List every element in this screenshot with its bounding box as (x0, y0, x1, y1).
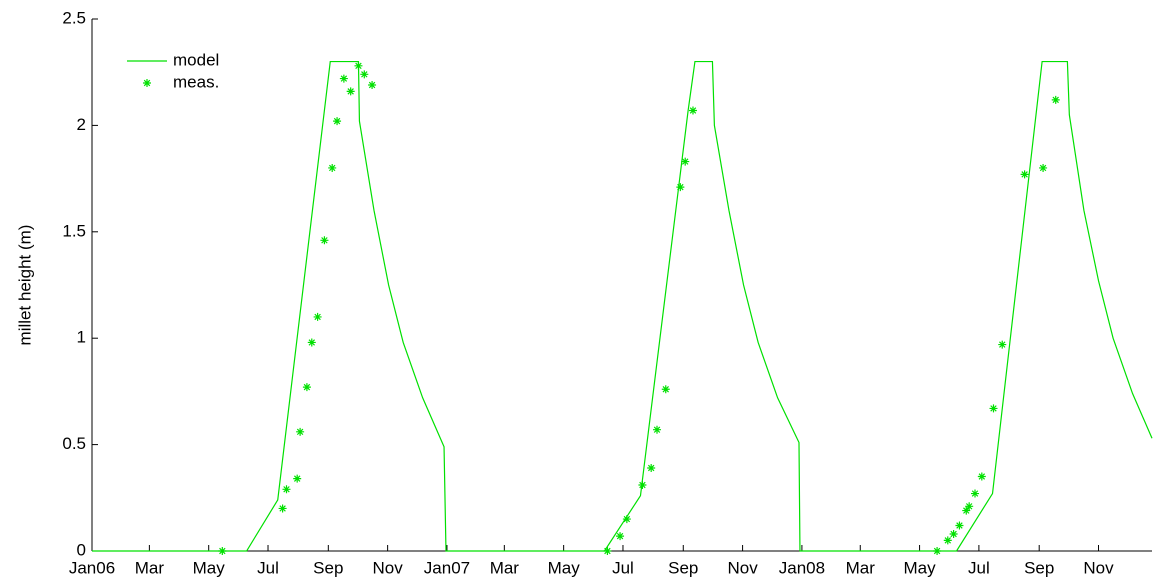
model-line (92, 60, 1153, 552)
marker (681, 157, 690, 166)
marker (1051, 95, 1060, 104)
x-tick-label: Jan07 (424, 558, 470, 577)
x-tick-label: Nov (373, 558, 404, 577)
x-tick-label: Mar (490, 558, 520, 577)
marker (949, 529, 958, 538)
marker (296, 427, 305, 436)
marker (346, 87, 355, 96)
marker (307, 338, 316, 347)
y-tick-label: 1.5 (62, 221, 86, 240)
x-tick-label: May (548, 558, 581, 577)
marker (282, 485, 291, 494)
legend-label: meas. (173, 72, 219, 91)
marker (933, 547, 942, 555)
x-tick-label: Mar (846, 558, 876, 577)
marker (1020, 170, 1029, 179)
marker (653, 425, 662, 434)
x-tick-label: Mar (135, 558, 165, 577)
marker (688, 106, 697, 115)
marker (638, 481, 647, 490)
marker (354, 61, 363, 70)
marker (676, 183, 685, 192)
marker (360, 70, 369, 79)
marker (302, 383, 311, 392)
marker (218, 547, 227, 555)
y-tick-label: 2 (77, 115, 86, 134)
legend-marker (143, 79, 151, 87)
marker (965, 502, 974, 511)
x-tick-label: Sep (1024, 558, 1054, 577)
y-axis-label: millet height (m) (15, 225, 34, 346)
marker (293, 474, 302, 483)
marker (313, 312, 322, 321)
x-tick-label: Jan06 (69, 558, 115, 577)
marker (647, 464, 656, 473)
y-tick-label: 1 (77, 328, 86, 347)
marker (339, 74, 348, 83)
marker (320, 236, 329, 245)
marker (1039, 163, 1048, 172)
marker (962, 506, 971, 515)
x-tick-label: Jul (612, 558, 634, 577)
marker (333, 117, 342, 126)
y-tick-label: 0.5 (62, 434, 86, 453)
marker (368, 80, 377, 89)
marker (955, 521, 964, 530)
x-tick-label: May (193, 558, 226, 577)
marker (616, 532, 625, 541)
marker (971, 489, 980, 498)
marker (977, 472, 986, 481)
marker (622, 515, 631, 524)
x-tick-label: Nov (1083, 558, 1114, 577)
x-tick-label: Sep (313, 558, 343, 577)
marker (943, 536, 952, 545)
y-tick-label: 2.5 (62, 8, 86, 27)
marker (661, 385, 670, 394)
legend-label: model (173, 50, 219, 69)
x-tick-label: Sep (668, 558, 698, 577)
x-tick-label: Nov (727, 558, 758, 577)
y-tick-label: 0 (77, 540, 86, 559)
marker (998, 340, 1007, 349)
x-tick-label: May (904, 558, 937, 577)
x-tick-label: Jan08 (779, 558, 825, 577)
marker (328, 163, 337, 172)
x-tick-label: Jul (968, 558, 990, 577)
marker (278, 504, 287, 513)
x-tick-label: Jul (257, 558, 279, 577)
marker (989, 404, 998, 413)
marker (603, 547, 612, 555)
